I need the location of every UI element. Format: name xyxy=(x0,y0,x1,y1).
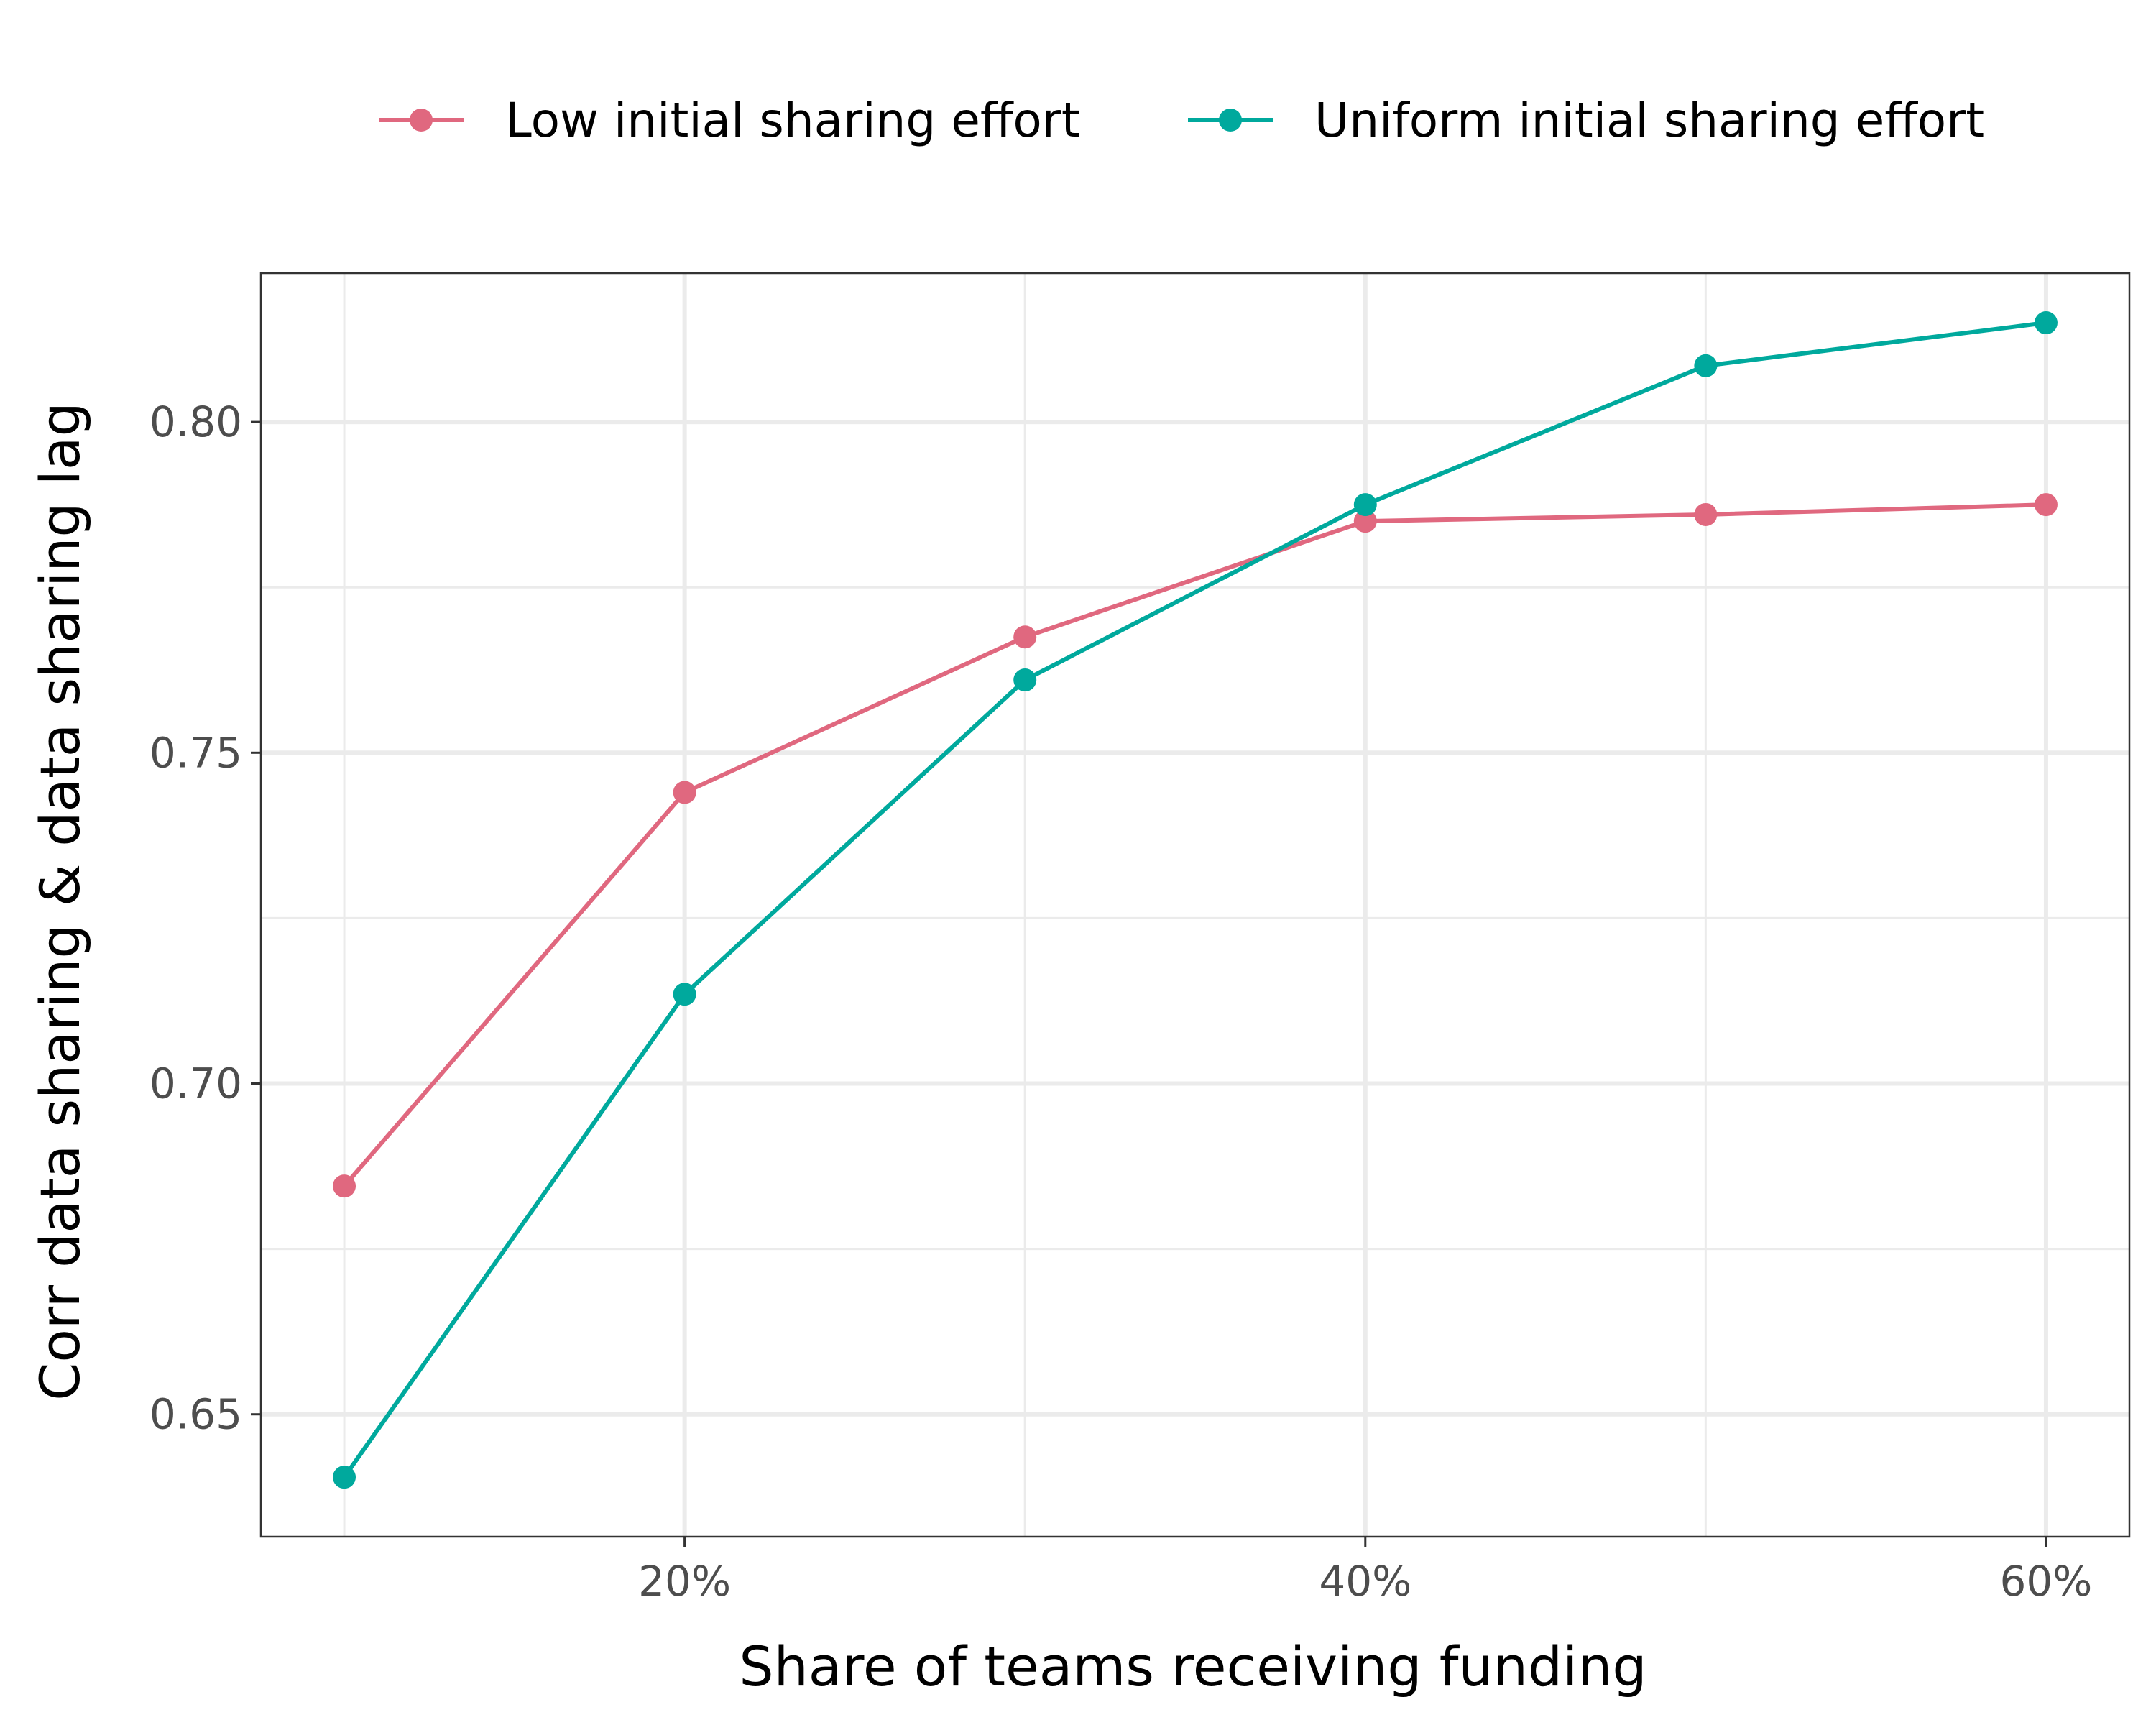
legend-item-2: Uniform initial sharing effort xyxy=(1188,93,1984,148)
major-gridlines xyxy=(261,273,2129,1537)
data-point-series-1 xyxy=(2034,493,2058,517)
x-tick-label: 20% xyxy=(638,1557,731,1606)
x-tick-labels: 20% 40% 60% xyxy=(638,1557,2092,1606)
data-point-series-2 xyxy=(333,1466,356,1489)
x-axis-title: Share of teams receiving funding xyxy=(739,1634,1646,1698)
y-tick-label: 0.75 xyxy=(149,728,242,777)
legend: Low initial sharing effort Uniform initia… xyxy=(379,93,1984,148)
x-tick-label: 60% xyxy=(2000,1557,2093,1606)
data-point-series-2 xyxy=(1353,493,1377,517)
data-point-series-2 xyxy=(1694,354,1718,377)
series-line-1 xyxy=(342,502,2047,1188)
data-point-series-1 xyxy=(673,781,696,804)
series-line-2 xyxy=(342,321,2047,1478)
minor-gridlines xyxy=(261,273,2129,1537)
axis-ticks xyxy=(251,420,2047,1547)
y-axis-title: Corr data sharing & data sharing lag xyxy=(28,402,92,1400)
data-point-series-1 xyxy=(1353,510,1377,533)
legend-label: Uniform initial sharing effort xyxy=(1314,93,1984,148)
series-layer xyxy=(333,311,2058,1489)
legend-label: Low initial sharing effort xyxy=(505,93,1080,148)
legend-key-marker xyxy=(410,109,433,132)
y-tick-label: 0.65 xyxy=(149,1390,242,1439)
data-point-series-2 xyxy=(1013,668,1037,692)
legend-key-marker xyxy=(1219,109,1242,132)
data-point-series-2 xyxy=(673,983,696,1006)
x-tick-label: 40% xyxy=(1319,1557,1411,1606)
y-tick-label: 0.70 xyxy=(149,1059,242,1108)
plot-panel-border xyxy=(259,272,2131,1538)
legend-item-1: Low initial sharing effort xyxy=(379,93,1080,148)
data-point-series-1 xyxy=(333,1174,356,1198)
y-tick-label: 0.80 xyxy=(149,397,242,446)
data-point-series-2 xyxy=(2034,311,2058,335)
y-tick-labels: 0.65 0.70 0.75 0.80 xyxy=(149,397,242,1439)
data-point-series-1 xyxy=(1694,502,1718,526)
data-point-series-1 xyxy=(1013,625,1037,649)
